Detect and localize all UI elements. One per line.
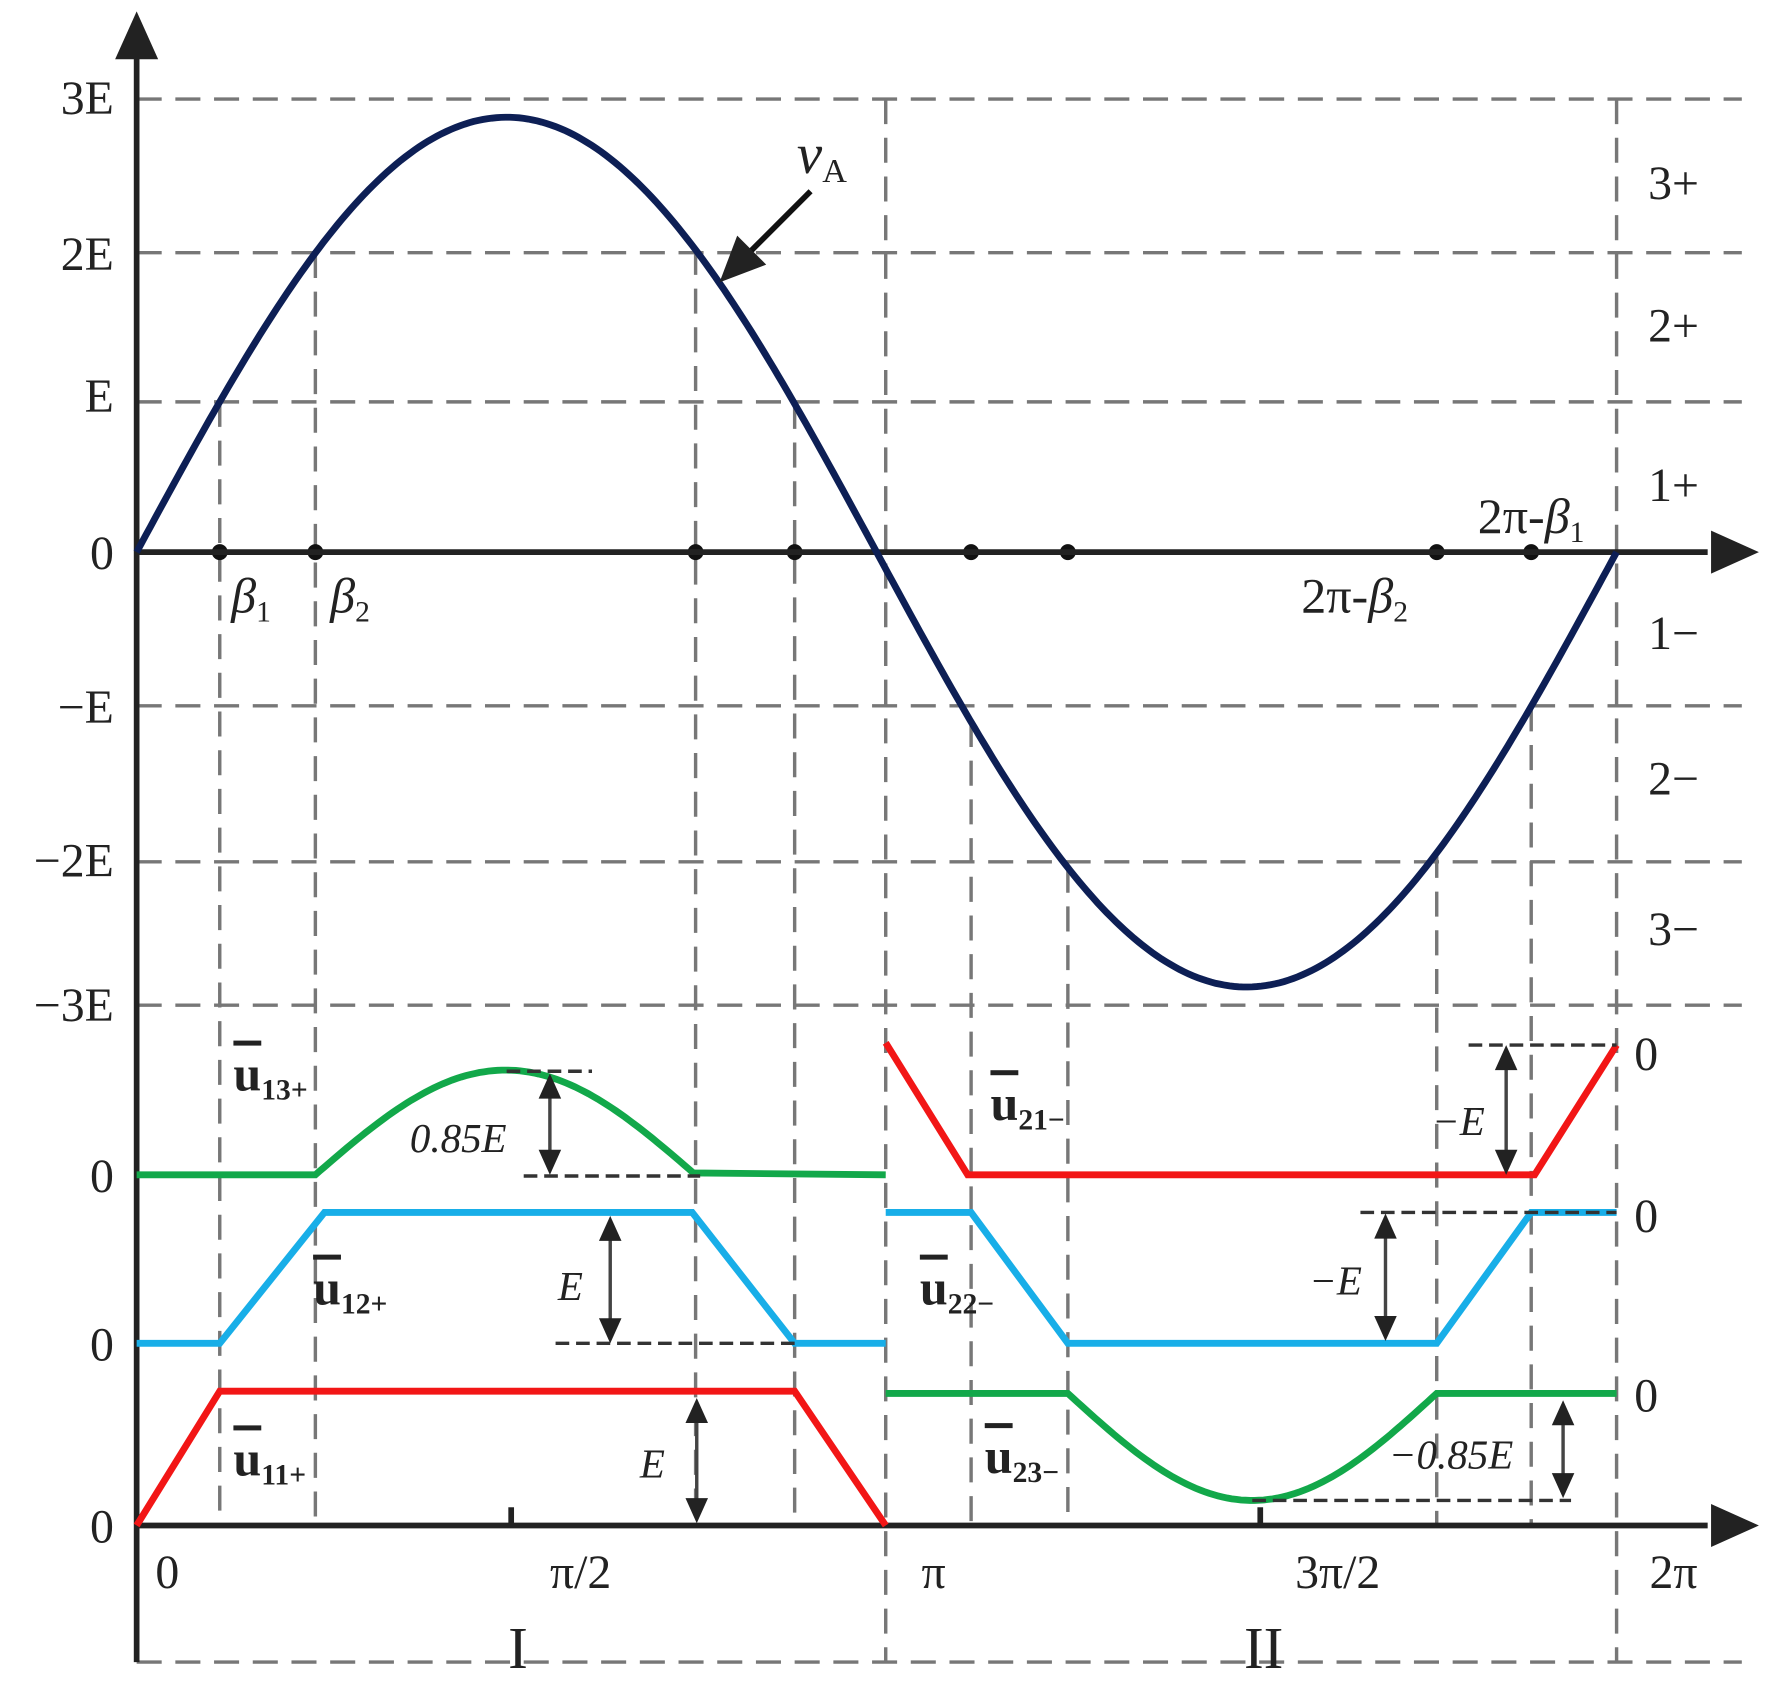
arrow-head <box>719 235 767 283</box>
subscript: 11+ <box>261 1459 306 1491</box>
arrow-head <box>1374 1316 1397 1342</box>
y-axis-label: −3E <box>34 979 114 1032</box>
level-label: 2+ <box>1648 300 1699 353</box>
symbol: β <box>1544 488 1570 544</box>
waveform <box>136 1066 886 1179</box>
subscript: 2 <box>355 597 370 629</box>
region-label: I <box>508 1615 528 1681</box>
symbol: β <box>1367 567 1393 623</box>
zero-label: 0 <box>1634 1190 1658 1243</box>
subscript: 2 <box>1393 597 1408 629</box>
waveform-label: u21− <box>990 1075 1064 1136</box>
symbol: u <box>985 1428 1013 1484</box>
angle-label: 2π-β2 <box>1301 567 1408 628</box>
waveform <box>136 1209 886 1347</box>
amplitude-label: −E <box>1309 1257 1362 1303</box>
arrow-head <box>1494 1149 1518 1175</box>
y-axis-label: −2E <box>34 835 114 888</box>
arrow-head <box>1711 530 1759 574</box>
waveform-label: u23− <box>985 1428 1059 1489</box>
subscript: 13+ <box>261 1075 307 1107</box>
arrow-head <box>685 1397 709 1424</box>
waveform <box>885 1209 1617 1347</box>
arrow-head <box>115 11 159 60</box>
subscript: A <box>822 153 847 190</box>
x-axis-label: π <box>921 1546 945 1599</box>
curve-label: vA <box>797 123 847 190</box>
zero-label: 0 <box>1634 1028 1658 1081</box>
waveform-label: u22− <box>920 1260 994 1321</box>
subscript: 21− <box>1018 1104 1064 1136</box>
symbol: β <box>329 567 355 623</box>
arrow-head <box>598 1318 622 1344</box>
arrow-head <box>1494 1045 1518 1071</box>
prefix: 2π- <box>1301 567 1368 623</box>
amplitude-label: E <box>557 1263 583 1309</box>
symbol: u <box>920 1260 948 1316</box>
angle-label: β1 <box>230 567 271 628</box>
prefix: 2π- <box>1478 488 1545 544</box>
symbol: u <box>990 1075 1018 1131</box>
subscript: 23− <box>1013 1457 1059 1489</box>
amplitude-label: −0.85E <box>1389 1432 1513 1478</box>
amplitude-label: −E <box>1432 1098 1485 1144</box>
waveform-label: u13+ <box>233 1046 307 1107</box>
symbol: v <box>797 123 823 186</box>
x-axis-label: π/2 <box>550 1546 611 1599</box>
subscript: 1 <box>1570 517 1585 549</box>
subscript: 22− <box>948 1289 994 1321</box>
y-axis-label: 0 <box>90 527 114 580</box>
waveform <box>882 1040 1620 1179</box>
subscript: 12+ <box>341 1289 387 1321</box>
symbol: u <box>233 1046 261 1102</box>
x-axis-label: 3π/2 <box>1295 1546 1380 1599</box>
arrow-head <box>1711 1503 1759 1547</box>
arrow-head <box>1551 1400 1575 1426</box>
y-axis-label: 3E <box>61 72 114 125</box>
y-axis-label: −E <box>58 681 114 734</box>
x-axis-label: 2π <box>1649 1546 1697 1599</box>
zero-label: 0 <box>90 1150 114 1203</box>
y-axis-label: E <box>85 370 114 423</box>
symbol: u <box>313 1260 341 1316</box>
angle-label: β2 <box>329 567 370 628</box>
waveform-label: u12+ <box>313 1260 387 1321</box>
y-axis-label: 2E <box>61 228 114 281</box>
waveform <box>133 1387 889 1528</box>
arrow-head <box>538 1149 562 1175</box>
amplitude-label: 0.85E <box>410 1115 507 1161</box>
arrow-head <box>538 1073 562 1099</box>
level-label: 3− <box>1648 903 1699 956</box>
x-axis-label: 0 <box>155 1546 179 1599</box>
subscript: 1 <box>256 597 271 629</box>
level-label: 1+ <box>1648 459 1699 512</box>
arrow-head <box>685 1498 709 1524</box>
zero-label: 0 <box>90 1501 114 1554</box>
waveform-label: u11+ <box>233 1430 306 1491</box>
level-label: 1− <box>1648 607 1699 660</box>
arrow-head <box>1374 1213 1397 1239</box>
pointer <box>740 189 813 262</box>
sine-curve <box>133 113 1620 991</box>
region-label: II <box>1244 1615 1283 1681</box>
zero-label: 0 <box>90 1318 114 1371</box>
arrow-head <box>598 1215 622 1241</box>
level-label: 3+ <box>1648 157 1699 210</box>
arrow-head <box>1551 1473 1575 1499</box>
zero-label: 0 <box>1634 1370 1658 1423</box>
symbol: u <box>233 1430 261 1486</box>
level-label: 2− <box>1648 753 1699 806</box>
amplitude-label: E <box>639 1441 665 1487</box>
symbol: β <box>230 567 256 623</box>
angle-label: 2π-β1 <box>1478 488 1585 549</box>
